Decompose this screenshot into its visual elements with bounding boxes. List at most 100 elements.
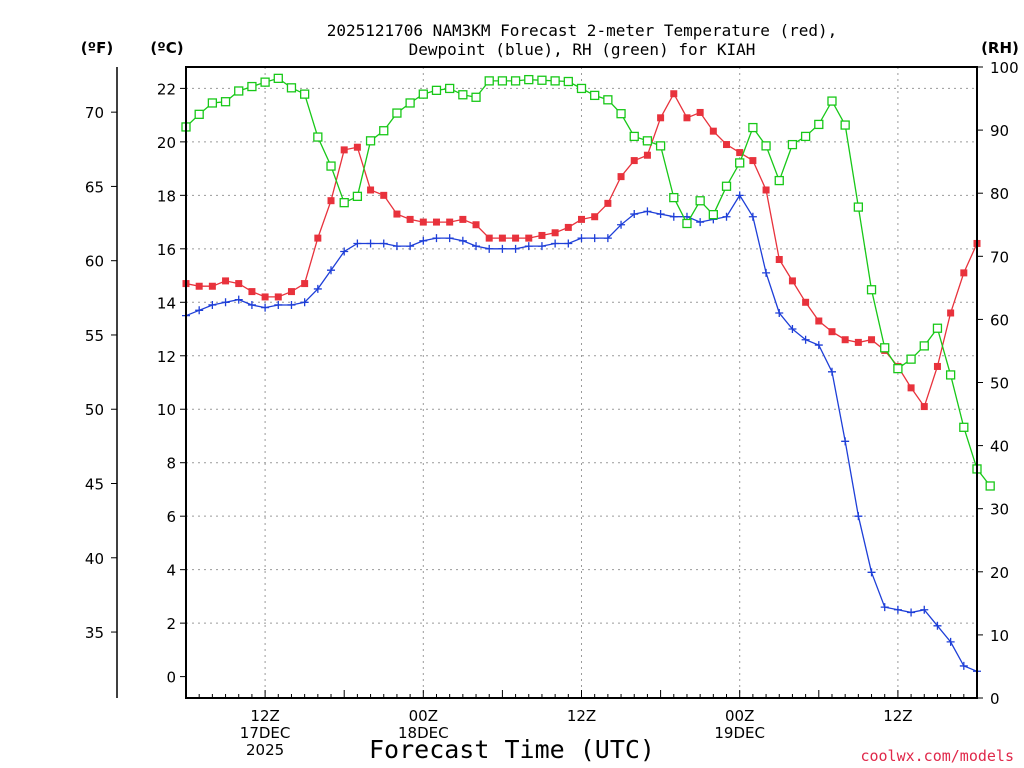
dewpoint-point xyxy=(775,308,784,317)
rh-point xyxy=(207,98,218,108)
rh-tick-label: 40 xyxy=(990,438,1009,456)
dewpoint-point xyxy=(735,191,744,200)
rh-point xyxy=(563,76,573,87)
temperature-point xyxy=(709,127,717,135)
temperature-point xyxy=(696,108,704,116)
rh-point xyxy=(458,90,468,100)
rh-tick-label: 0 xyxy=(990,690,1000,708)
temperature-point xyxy=(327,197,335,205)
celsius-unit-label: (ºC) xyxy=(150,39,183,57)
dewpoint-point xyxy=(841,437,850,446)
rh-point xyxy=(893,363,903,374)
temperature-point xyxy=(485,234,493,242)
rh-point xyxy=(299,89,310,99)
data-series xyxy=(181,73,995,676)
dewpoint-point xyxy=(392,242,401,251)
rh-point xyxy=(326,161,336,171)
temperature-point xyxy=(630,157,638,165)
temperature-point xyxy=(775,256,783,264)
dewpoint-point xyxy=(933,621,942,630)
celsius-tick-label: 22 xyxy=(157,80,176,98)
celsius-tick-label: 18 xyxy=(157,187,176,205)
rh-tick-label: 90 xyxy=(990,122,1009,140)
rh-point xyxy=(445,83,455,94)
temperature-point xyxy=(933,362,941,370)
rh-point xyxy=(945,370,956,380)
temperature-point xyxy=(762,186,770,194)
dewpoint-point xyxy=(327,266,336,275)
temperature-point xyxy=(195,282,203,290)
dewpoint-point xyxy=(669,212,678,221)
temperature-point xyxy=(564,223,572,231)
rh-point xyxy=(735,158,745,168)
rh-point xyxy=(919,341,929,351)
temperature-point xyxy=(815,317,823,325)
celsius-tick-label: 20 xyxy=(157,134,176,152)
temperature-point xyxy=(591,213,599,221)
temperature-point xyxy=(406,215,414,223)
temperature-point xyxy=(617,173,625,181)
dewpoint-point xyxy=(379,239,388,248)
rh-tick-label: 50 xyxy=(990,375,1009,393)
plot-frame xyxy=(185,66,978,699)
celsius-tick-label: 14 xyxy=(157,294,176,312)
rh-tick-label: 70 xyxy=(990,248,1009,266)
axes: 0 2 4 6 8 10 12 14 16 18 20 22 35 40 45 50 55 60 65 70 0 10 20… xyxy=(85,59,1019,759)
dewpoint-point xyxy=(564,239,573,248)
dewpoint-point xyxy=(854,512,863,521)
credit-text: coolwx.com/models xyxy=(860,747,1014,765)
dewpoint-point xyxy=(788,325,797,334)
temperature-point xyxy=(854,338,862,346)
celsius-tick-label: 10 xyxy=(157,401,176,419)
temperature-point xyxy=(446,218,454,226)
temperature-point xyxy=(393,210,401,218)
x-tick-label: 00Z xyxy=(725,707,754,725)
fahrenheit-tick-label: 65 xyxy=(85,178,104,196)
dewpoint-point xyxy=(762,268,771,277)
dewpoint-point xyxy=(221,298,230,307)
rh-point xyxy=(313,132,323,142)
temperature-point xyxy=(604,199,612,207)
dewpoint-point xyxy=(458,236,467,245)
rh-tick-label: 30 xyxy=(990,501,1009,519)
rh-point xyxy=(603,95,613,105)
rh-point xyxy=(616,109,626,119)
temperature-point xyxy=(301,280,309,288)
dewpoint-point xyxy=(313,284,322,293)
rh-point xyxy=(550,76,560,86)
series-plus xyxy=(182,191,981,676)
dewpoint-point xyxy=(353,239,362,248)
fahrenheit-tick-label: 55 xyxy=(85,327,104,345)
dewpoint-point xyxy=(603,234,612,243)
temperature-point xyxy=(432,218,440,226)
temperature-point xyxy=(828,328,836,336)
series-filled-square xyxy=(182,90,981,411)
rh-point xyxy=(932,323,943,333)
temperature-point xyxy=(657,114,665,122)
rh-tick-label: 80 xyxy=(990,185,1009,203)
rh-tick-label: 100 xyxy=(990,59,1019,77)
x-axis-title: Forecast Time (UTC) xyxy=(369,735,655,764)
dewpoint-point xyxy=(287,300,296,309)
fahrenheit-tick-label: 45 xyxy=(85,476,104,494)
temperature-point xyxy=(960,269,968,277)
dewpoint-point xyxy=(247,300,256,309)
dewpoint-point xyxy=(696,218,705,227)
rh-point xyxy=(880,343,890,353)
temperature-point xyxy=(538,231,546,239)
temperature-point xyxy=(723,141,731,149)
dewpoint-point xyxy=(577,234,586,243)
x-tick-label: 2025 xyxy=(246,741,284,759)
temperature-point xyxy=(670,90,678,98)
celsius-tick-label: 8 xyxy=(166,455,176,473)
temperature-point xyxy=(788,277,796,285)
temperature-point xyxy=(512,234,520,242)
x-tick-label: 18DEC xyxy=(398,724,449,742)
temperature-point xyxy=(222,277,230,285)
dewpoint-point xyxy=(511,244,520,253)
temperature-point xyxy=(287,288,295,296)
rh-point xyxy=(695,196,705,206)
temperature-point xyxy=(248,288,256,296)
dewpoint-point xyxy=(643,207,652,216)
